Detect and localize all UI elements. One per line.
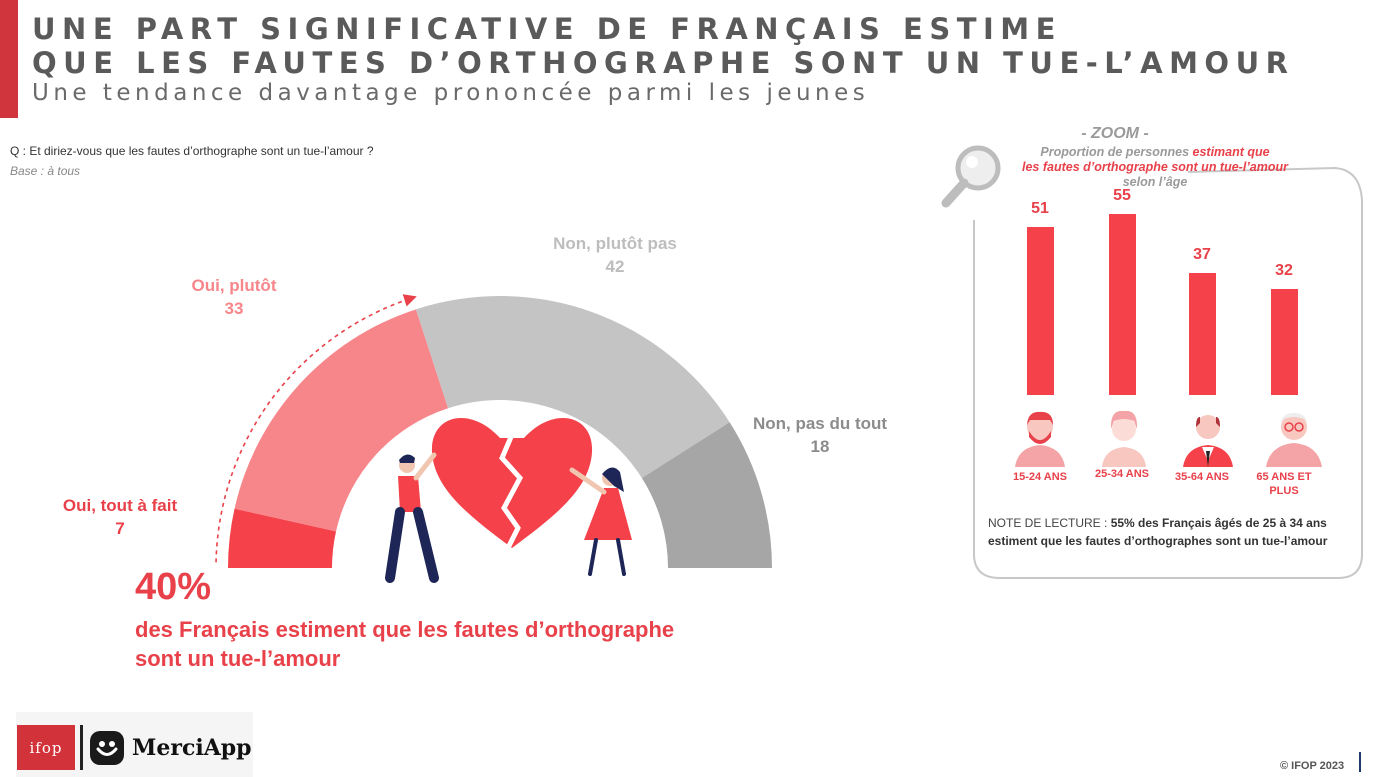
zoom-desc-highlight1: estimant que [1192,145,1270,159]
zoom-description: Proportion de personnes estimant que les… [990,145,1320,190]
label-oui-plutot-text: Oui, plutôt [191,276,277,295]
label-oui-plutot: Oui, plutôt 33 [154,274,314,320]
zoom-category-label-4: 65 ANS ET PLUS [1256,471,1312,497]
label-non-plutot-pas-value: 42 [605,257,625,276]
zoom-bar-value-4: 32 [1275,262,1293,280]
gauge-segments [228,296,772,568]
copyright-bar [1359,752,1361,772]
avatar-young-woman-icon [1102,410,1146,467]
man-figure-icon [385,452,439,583]
title-line-2: QUE LES FAUTES D’ORTHOGRAPHE SONT UN TUE… [32,46,1295,80]
label-non-pas-du-tout-value: 18 [810,437,830,456]
title-line-1: UNE PART SIGNIFICATIVE DE FRANÇAIS ESTIM… [32,12,1062,46]
woman-figure-icon [569,467,632,576]
avatar-young-man-icon [1015,411,1065,467]
reading-note-prefix: NOTE DE LECTURE : [988,516,1111,530]
avatar-man-icon [1183,415,1233,467]
broken-heart-icon [431,417,593,550]
zoom-bar-1 [1027,226,1054,395]
avatar-elderly-man-icon [1266,413,1322,467]
zoom-category-label-1: 15-24 ANS [1012,471,1067,483]
zoom-bar-value-2: 55 [1113,186,1131,204]
label-non-pas-du-tout: Non, pas du tout 18 [720,412,920,458]
merciapp-logo: MerciApp [90,730,252,766]
headline-percent: 40% [135,566,212,608]
label-non-plutot-pas-text: Non, plutôt pas [553,234,677,253]
gauge-segment-3 [415,296,730,478]
base-text: Base : à tous [10,164,81,178]
reading-note: NOTE DE LECTURE : 55% des Français âgés … [988,514,1350,550]
zoom-desc-part2: selon l’âge [1122,175,1188,189]
zoom-bar-3 [1189,272,1216,395]
merciapp-smiley-icon [90,731,124,765]
zoom-desc-highlight2: les fautes d’orthographe sont un tue-l’a… [1022,160,1288,174]
label-non-pas-du-tout-text: Non, pas du tout [752,414,888,433]
zoom-panel-frame [973,166,1363,579]
zoom-bar-value-1: 51 [1031,199,1049,217]
magnifier-icon [941,145,1001,208]
zoom-category-label-2: 25-34 ANS [1094,468,1149,480]
gauge-segment-2 [234,309,449,532]
copyright: © IFOP 2023 [1280,760,1345,772]
headline-line-1: des Français estiment que les fautes d’o… [135,617,675,642]
subtitle: Une tendance davantage prononcée parmi l… [32,80,870,106]
gauge-arrow [215,294,417,563]
zoom-desc-part1: Proportion de personnes [1040,145,1193,159]
zoom-category-label-3: 35-64 ANS [1174,471,1229,483]
headline-line-2: sont un tue-l’amour [135,646,341,671]
label-non-plutot-pas: Non, plutôt pas 42 [515,232,715,278]
gauge-segment-4 [641,422,772,568]
label-oui-plutot-value: 33 [224,299,244,318]
zoom-heading: - ZOOM - [1081,125,1149,142]
merciapp-name: MerciApp [132,735,252,761]
question-text: Q : Et diriez-vous que les fautes d’orth… [10,144,374,158]
label-oui-tout-a-fait: Oui, tout à fait 7 [40,494,200,540]
zoom-bar-value-3: 37 [1193,245,1211,263]
label-oui-tout-a-fait-value: 7 [115,519,125,538]
gauge-segment-1 [228,508,337,568]
zoom-bar-4 [1271,289,1298,395]
reading-note-text: 55% des Français âgés de 25 à 34 ans est… [988,516,1328,548]
headline-text: des Français estiment que les fautes d’o… [135,615,755,673]
title-accent-bar [0,0,18,118]
ifop-logo: ifop [17,725,75,770]
label-oui-tout-a-fait-text: Oui, tout à fait [62,496,178,515]
zoom-bar-2 [1109,213,1136,395]
logo-divider [80,725,83,770]
